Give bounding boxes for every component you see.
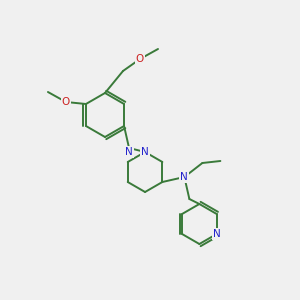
Text: O: O	[62, 97, 70, 107]
Text: N: N	[213, 229, 220, 239]
Text: N: N	[181, 172, 188, 182]
Text: N: N	[141, 147, 149, 157]
Text: O: O	[136, 54, 144, 64]
Text: N: N	[125, 147, 133, 157]
